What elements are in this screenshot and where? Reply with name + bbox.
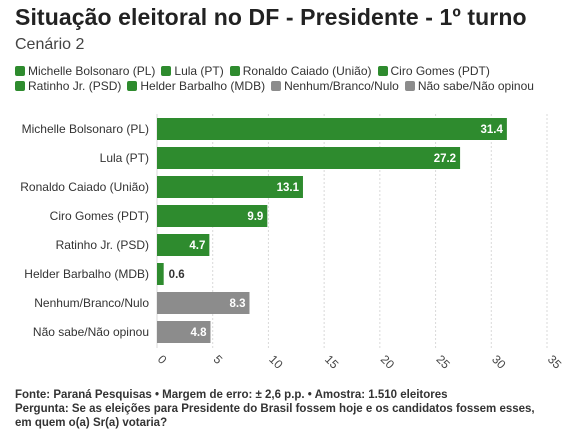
data-label: 0.6 <box>169 269 185 281</box>
legend-label: Ronaldo Caiado (União) <box>242 64 372 78</box>
source-note: Fonte: Paraná Pesquisas • Margem de erro… <box>15 389 448 401</box>
category-label: Helder Barbalho (MDB) <box>24 267 149 281</box>
legend-swatch <box>229 66 240 76</box>
x-tick-label: 10 <box>266 352 286 372</box>
bar <box>157 118 507 140</box>
category-label: Ciro Gomes (PDT) <box>50 209 149 223</box>
legend-label: Lula (PT) <box>174 64 224 78</box>
legend-swatch <box>15 66 25 76</box>
legend-swatch <box>271 81 282 91</box>
bar <box>157 292 250 314</box>
question-note-line-1: Pergunta: Se as eleições para Presidente… <box>15 403 535 415</box>
data-label: 8.3 <box>229 298 245 310</box>
x-tick-label: 15 <box>322 352 342 372</box>
legend-item: Lula (PT) <box>161 64 224 78</box>
legend-swatch <box>15 81 25 91</box>
legend-swatch <box>127 81 138 91</box>
bar <box>157 321 211 343</box>
data-label: 31.4 <box>480 124 503 136</box>
legend-label: Nenhum/Branco/Nulo <box>284 79 399 93</box>
category-label: Lula (PT) <box>100 151 149 165</box>
data-label: 13.1 <box>277 182 300 194</box>
bar <box>157 205 268 227</box>
x-tick-label: 5 <box>211 352 226 367</box>
legend-label: Ciro Gomes (PDT) <box>390 64 490 78</box>
legend-item: Ronaldo Caiado (União) <box>229 64 372 78</box>
bar <box>157 263 164 285</box>
legend-swatch <box>161 66 172 76</box>
legend: Michelle Bolsonaro (PL) Lula (PT) Ronaldo … <box>15 64 575 93</box>
data-label: 4.7 <box>189 240 205 252</box>
legend-swatch <box>377 66 388 76</box>
category-label: Michelle Bolsonaro (PL) <box>22 122 149 136</box>
bar <box>157 234 210 256</box>
legend-item: Michelle Bolsonaro (PL) <box>15 64 155 78</box>
bar-chart: Michelle Bolsonaro (PL) 31.4 Lula (PT) 27.2… <box>20 114 565 372</box>
bar <box>157 147 461 169</box>
bar <box>157 176 303 198</box>
legend-item: Não sabe/Não opinou <box>404 79 534 93</box>
category-label: Não sabe/Não opinou <box>33 325 149 339</box>
legend-item: Ciro Gomes (PDT) <box>377 64 490 78</box>
chart-subtitle: Cenário 2 <box>15 36 85 53</box>
category-label: Nenhum/Branco/Nulo <box>34 296 149 310</box>
category-label: Ronaldo Caiado (União) <box>20 180 149 194</box>
footer: Fonte: Paraná Pesquisas • Margem de erro… <box>15 388 575 430</box>
data-label: 27.2 <box>434 153 456 165</box>
legend-label: Helder Barbalho (MDB) <box>140 79 266 93</box>
legend-swatch <box>404 81 415 91</box>
legend-item: Helder Barbalho (MDB) <box>127 79 265 93</box>
legend-label: Ratinho Jr. (PSD) <box>28 79 122 93</box>
x-tick-label: 20 <box>378 352 398 372</box>
x-tick-label: 25 <box>433 352 453 372</box>
x-tick-label: 30 <box>489 352 509 372</box>
chart-title: Situação eleitoral no DF - Presidente - … <box>15 4 527 30</box>
question-note-line-2: em quem o(a) Sr(a) votaria? <box>15 417 168 429</box>
data-label: 4.8 <box>190 327 207 339</box>
category-label: Ratinho Jr. (PSD) <box>56 238 149 252</box>
legend-item: Nenhum/Branco/Nulo <box>271 79 399 93</box>
x-tick-label: 0 <box>155 352 170 367</box>
legend-item: Ratinho Jr. (PSD) <box>15 79 121 93</box>
legend-label: Não sabe/Não opinou <box>417 79 534 93</box>
data-label: 9.9 <box>247 211 263 223</box>
legend-label: Michelle Bolsonaro (PL) <box>28 64 156 78</box>
x-tick-label: 35 <box>545 352 565 372</box>
